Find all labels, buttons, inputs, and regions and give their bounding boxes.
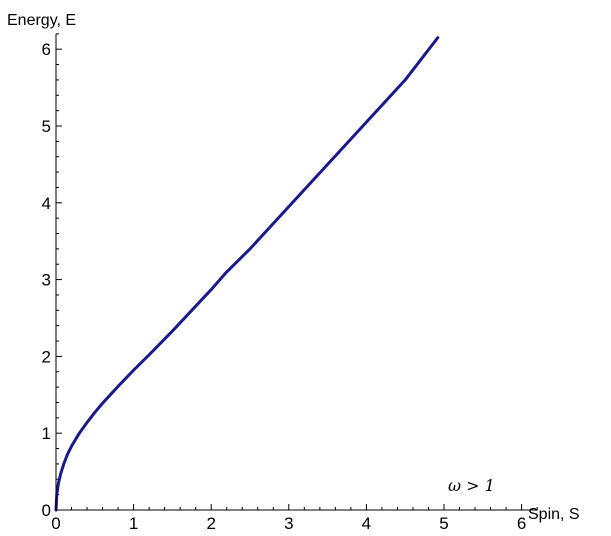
omega-annotation: ω > 1 (448, 476, 495, 495)
x-tick-label: 2 (206, 514, 215, 533)
x-tick-label: 4 (362, 514, 371, 533)
y-tick-label: 3 (42, 271, 51, 290)
energy-curve-line (54, 36, 440, 512)
series-layer (54, 36, 440, 512)
x-tick-label: 1 (129, 514, 138, 533)
y-axis-title: Energy, E (7, 12, 76, 29)
x-tick-label: 0 (51, 514, 60, 533)
x-tick-label: 5 (439, 514, 448, 533)
y-tick-label: 1 (42, 424, 51, 443)
y-tick-label: 5 (42, 117, 51, 136)
x-axis-title: Spin, S (528, 506, 580, 523)
x-tick-label: 6 (517, 514, 526, 533)
y-tick-label: 6 (42, 40, 51, 59)
y-tick-label: 2 (42, 347, 51, 366)
y-tick-label: 0 (42, 501, 51, 520)
axis-tick-labels: 0 1 2 3 4 5 6 0 1 2 3 4 5 6 (42, 40, 527, 533)
x-tick-label: 3 (284, 514, 293, 533)
y-tick-label: 4 (42, 194, 51, 213)
axis-ticks (55, 33, 538, 511)
